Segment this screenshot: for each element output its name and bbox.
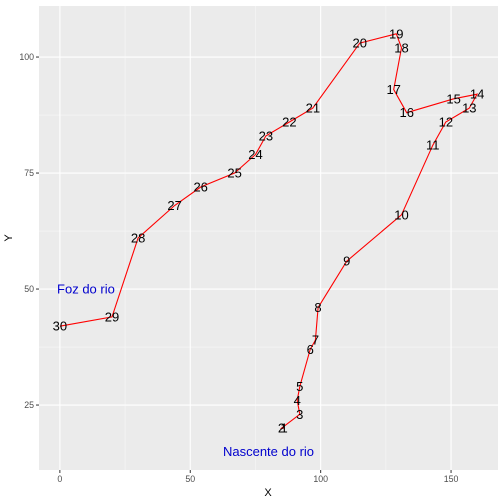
point-label: 1 bbox=[281, 421, 288, 436]
annotation-label: Foz do rio bbox=[57, 282, 115, 297]
minor-gridlines bbox=[39, 6, 498, 470]
point-label: 7 bbox=[312, 333, 319, 348]
point-label: 21 bbox=[306, 101, 320, 116]
point-label: 22 bbox=[282, 115, 296, 130]
annotation-label: Nascente do rio bbox=[223, 444, 314, 459]
point-label: 19 bbox=[389, 26, 403, 41]
point-label: 17 bbox=[386, 82, 400, 97]
point-label: 12 bbox=[439, 115, 453, 130]
annotations: Foz do rio Nascente do rio bbox=[57, 282, 314, 459]
plot-panel bbox=[39, 6, 498, 470]
y-tick-label: 25 bbox=[24, 400, 34, 410]
point-label: 6 bbox=[307, 342, 314, 357]
point-label: 18 bbox=[394, 40, 408, 55]
x-tick-label: 50 bbox=[185, 474, 195, 484]
point-label: 10 bbox=[394, 207, 408, 222]
point-label: 4 bbox=[294, 393, 301, 408]
point-label: 14 bbox=[470, 87, 484, 102]
point-label: 29 bbox=[105, 309, 119, 324]
point-label: 9 bbox=[343, 254, 350, 269]
point-label: 5 bbox=[296, 379, 303, 394]
point-label: 25 bbox=[227, 166, 241, 181]
river-path bbox=[59, 33, 479, 429]
point-label: 24 bbox=[248, 147, 262, 162]
point-label: 16 bbox=[399, 105, 413, 120]
point-label: 28 bbox=[131, 231, 145, 246]
x-axis-ticks: 0 50 100 150 bbox=[57, 470, 458, 484]
point-label: 26 bbox=[193, 179, 207, 194]
point-label: 11 bbox=[426, 138, 440, 153]
x-tick-label: 0 bbox=[57, 474, 62, 484]
major-gridlines bbox=[39, 6, 498, 470]
y-tick-label: 50 bbox=[24, 284, 34, 294]
y-tick-label: 75 bbox=[24, 168, 34, 178]
x-axis-title: X bbox=[264, 487, 272, 499]
x-tick-label: 150 bbox=[444, 474, 459, 484]
y-axis-title: Y bbox=[3, 234, 15, 242]
point-label: 13 bbox=[462, 101, 476, 116]
river-line bbox=[59, 33, 479, 429]
point-label: 2 bbox=[278, 421, 285, 436]
point-label: 15 bbox=[446, 91, 460, 106]
point-label: 23 bbox=[259, 128, 273, 143]
point-label: 27 bbox=[167, 198, 181, 213]
x-tick-label: 100 bbox=[313, 474, 328, 484]
point-label: 30 bbox=[53, 319, 67, 334]
y-tick-label: 100 bbox=[19, 52, 34, 62]
point-labels: 1234567891011121314151617181920212223242… bbox=[53, 26, 485, 435]
point-label: 3 bbox=[296, 407, 303, 422]
point-label: 20 bbox=[353, 36, 367, 51]
point-label: 8 bbox=[314, 300, 321, 315]
y-axis-ticks: 25 50 75 100 bbox=[19, 52, 39, 410]
